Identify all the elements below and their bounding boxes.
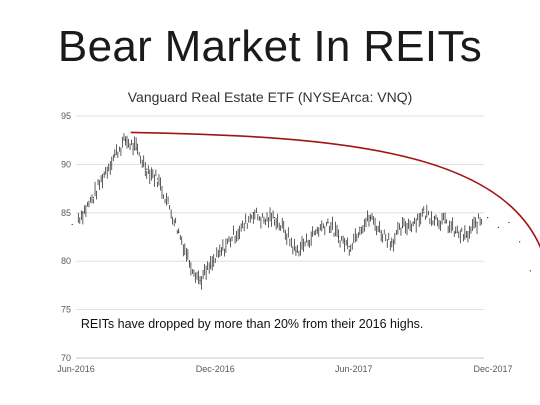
- x-tick-label-Jun-2017: Jun-2017: [335, 364, 373, 374]
- series-point-0: [71, 223, 73, 226]
- series-point-16: [242, 226, 244, 228]
- x-tick-label-Jun-2016: Jun-2016: [57, 364, 95, 374]
- series-point-39: [487, 217, 489, 219]
- series-point-19: [274, 217, 276, 219]
- series-point-41: [508, 221, 510, 224]
- x-tick-label-Dec-2016: Dec-2016: [196, 364, 235, 374]
- series-point-2: [92, 196, 95, 198]
- series-point-43: [529, 270, 531, 272]
- series-point-27: [359, 226, 361, 228]
- annotations: REITs have dropped by more than 20% from…: [81, 317, 424, 331]
- series-point-8: [156, 178, 159, 180]
- y-tick-label-70: 70: [61, 353, 71, 363]
- y-tick-label-85: 85: [61, 208, 71, 218]
- y-tick-label-90: 90: [61, 159, 71, 169]
- y-tick-label-95: 95: [61, 111, 71, 121]
- chart-subtitle: Vanguard Real Estate ETF (NYSEArca: VNQ): [127, 89, 413, 105]
- x-tick-label-Dec-2017: Dec-2017: [474, 364, 513, 374]
- slide-title: Bear Market In REITs: [57, 22, 483, 71]
- price-series: [71, 133, 531, 290]
- series-point-42: [519, 241, 521, 243]
- series-point-7: [146, 168, 148, 170]
- series-point-40: [497, 226, 499, 228]
- trend-arrow: [130, 131, 540, 249]
- y-tick-label-80: 80: [61, 256, 71, 266]
- y-tick-label-75: 75: [61, 305, 71, 315]
- series-point-26: [348, 246, 350, 248]
- series-point-22: [305, 241, 308, 243]
- series-point-33: [423, 212, 425, 214]
- y-axis: 70 75 80 85 90 95: [61, 111, 71, 363]
- series-point-9: [167, 202, 169, 204]
- trend-arrow-group: [130, 131, 540, 249]
- annotation-text-0: REITs have dropped by more than 20% from…: [81, 317, 424, 331]
- x-axis: Jun-2016 Dec-2016 Jun-2017 Dec-2017: [57, 357, 513, 374]
